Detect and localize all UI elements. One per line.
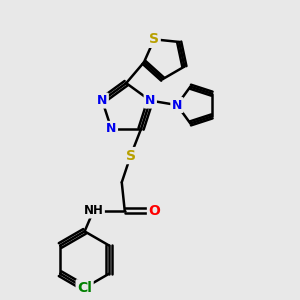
- Text: N: N: [106, 122, 117, 135]
- Text: N: N: [145, 94, 155, 107]
- Text: S: S: [149, 32, 159, 46]
- Text: N: N: [172, 98, 182, 112]
- Text: N: N: [97, 94, 107, 107]
- Text: O: O: [148, 204, 160, 218]
- Text: Cl: Cl: [77, 281, 92, 295]
- Text: S: S: [126, 148, 136, 163]
- Text: NH: NH: [84, 204, 103, 217]
